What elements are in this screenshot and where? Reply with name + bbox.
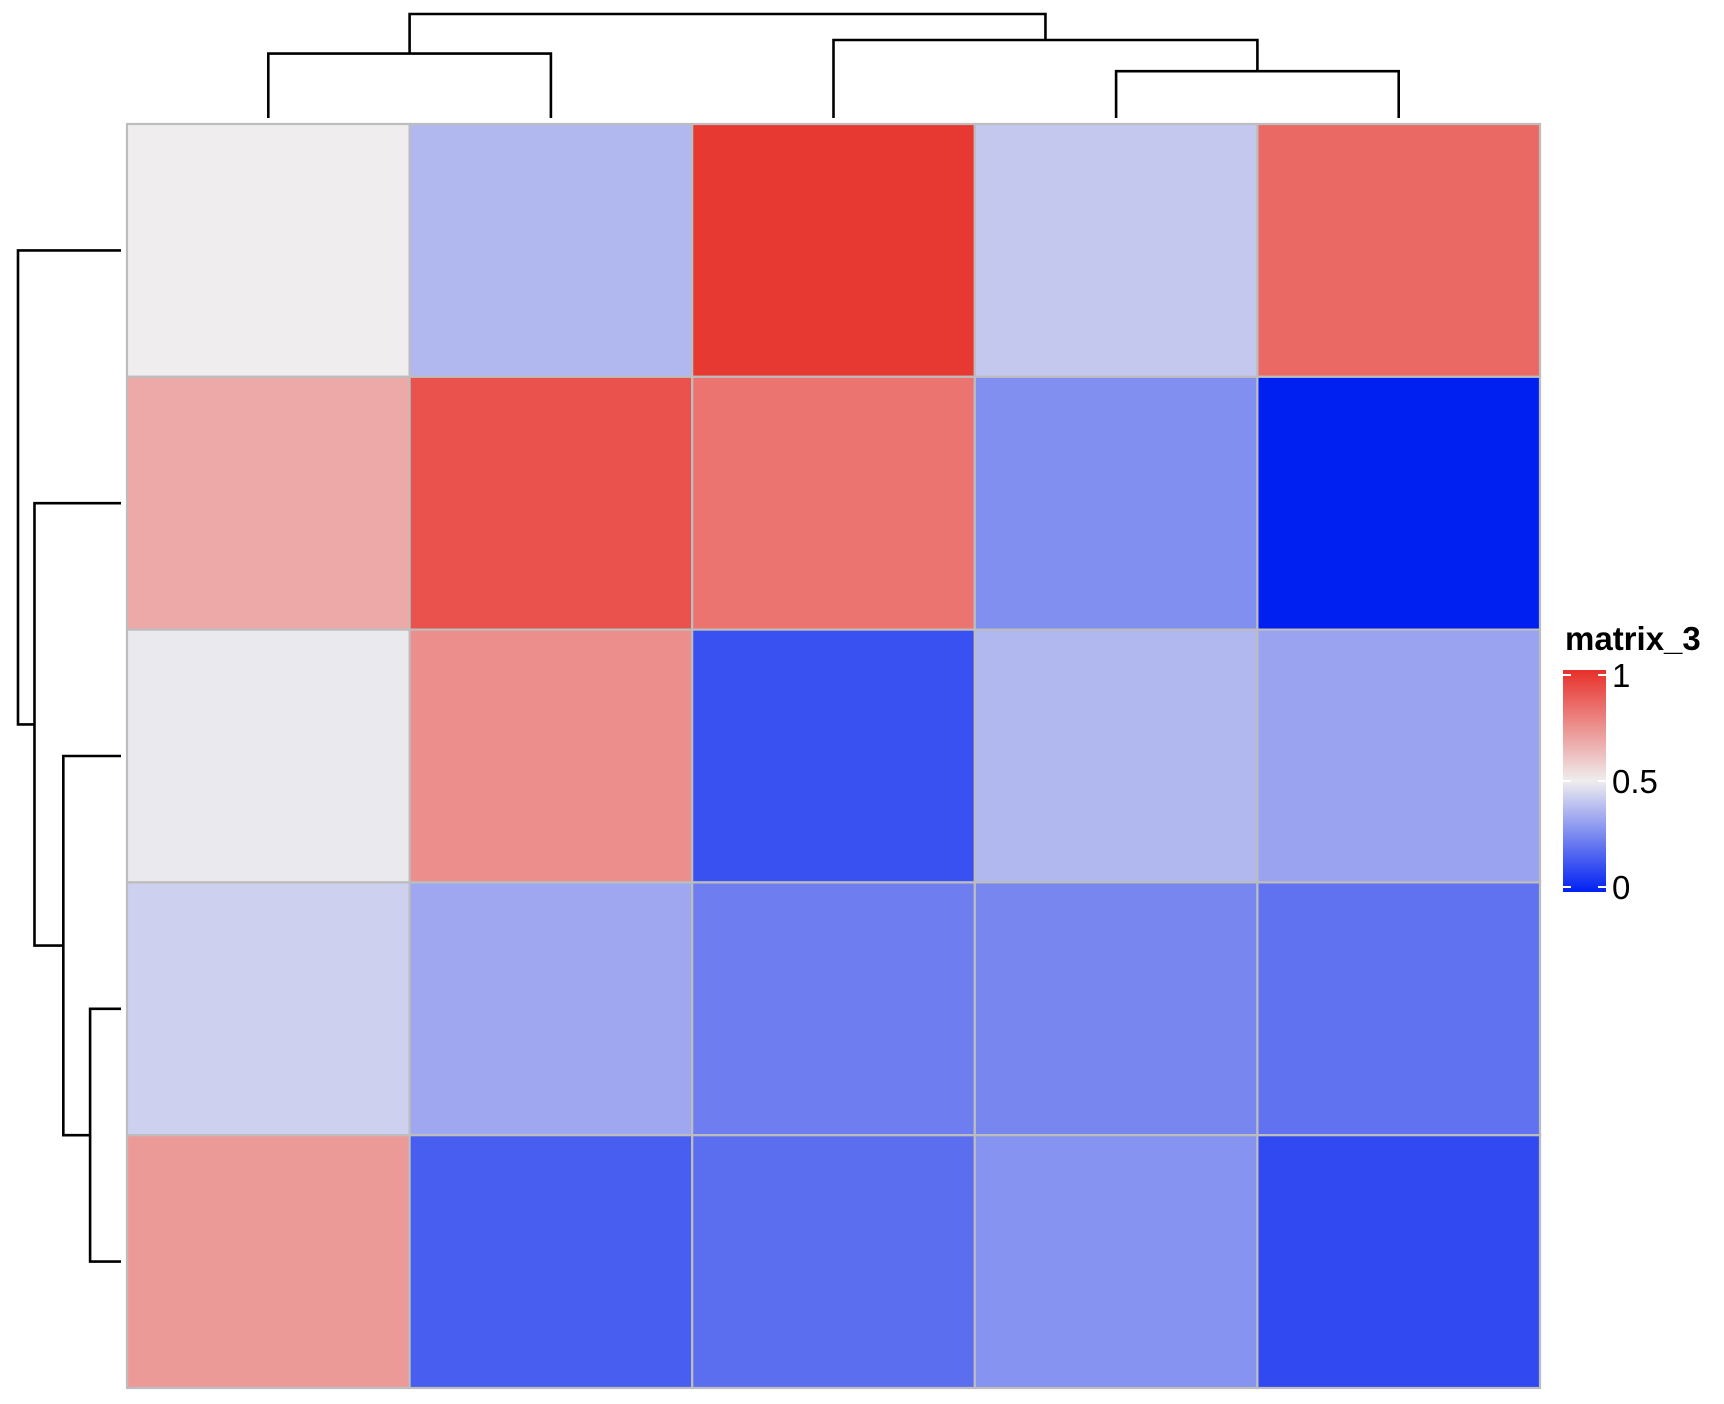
heatmap-cell-r1-c0 (125, 375, 411, 631)
legend-title: matrix_3 (1565, 620, 1701, 657)
heatmap-cell-r0-c3 (973, 122, 1259, 378)
heatmap-cell-r3-c3 (973, 881, 1259, 1137)
row-dendrogram-branch-2 (33, 501, 121, 947)
heatmap-grid (125, 122, 1542, 1390)
row-dendrogram-branch-3 (16, 249, 121, 726)
legend-ticks: 10.50 (1563, 657, 1658, 906)
heatmap-cell-r2-c2 (691, 628, 976, 884)
heatmap-cell-r3-c2 (691, 881, 976, 1137)
row-dendrogram (16, 249, 121, 1263)
heatmap-cell-r3-c1 (408, 881, 694, 1137)
legend-tick-label-0: 1 (1612, 657, 1630, 694)
heatmap-cell-r2-c0 (125, 628, 411, 884)
heatmap-cell-r3-c0 (125, 881, 411, 1137)
heatmap-cell-r2-c3 (973, 628, 1259, 884)
column-dendrogram-branch-3 (408, 12, 1047, 54)
heatmap-cell-r0-c4 (1256, 122, 1542, 378)
column-dendrogram-branch-0 (267, 52, 553, 118)
heatmap-cell-r4-c4 (1256, 1134, 1542, 1390)
row-dendrogram-branch-0 (88, 1007, 121, 1263)
heatmap-cell-r4-c2 (691, 1134, 976, 1390)
column-dendrogram-branch-1 (1114, 69, 1400, 118)
column-dendrogram-branch-2 (832, 38, 1259, 118)
heatmap-cell-r3-c4 (1256, 881, 1542, 1137)
heatmap-cell-r0-c2 (691, 122, 976, 378)
row-dendrogram-branch-1 (62, 754, 121, 1137)
color-legend: matrix_3 10.50 (1563, 620, 1701, 906)
heatmap-cell-r1-c3 (973, 375, 1259, 631)
heatmap-cell-r2-c4 (1256, 628, 1542, 884)
heatmap-cell-r4-c3 (973, 1134, 1259, 1390)
column-dendrogram (267, 12, 1400, 118)
heatmap-cell-r1-c2 (691, 375, 976, 631)
heatmap-cell-r0-c1 (408, 122, 694, 378)
heatmap-cell-r4-c1 (408, 1134, 694, 1390)
legend-tick-label-1: 0.5 (1612, 763, 1658, 800)
heatmap-cell-r0-c0 (125, 122, 411, 378)
heatmap-cell-r1-c4 (1256, 375, 1542, 631)
heatmap-cell-r2-c1 (408, 628, 694, 884)
heatmap-cell-r1-c1 (408, 375, 694, 631)
heatmap-cell-r4-c0 (125, 1134, 411, 1390)
legend-tick-label-2: 0 (1612, 869, 1630, 906)
